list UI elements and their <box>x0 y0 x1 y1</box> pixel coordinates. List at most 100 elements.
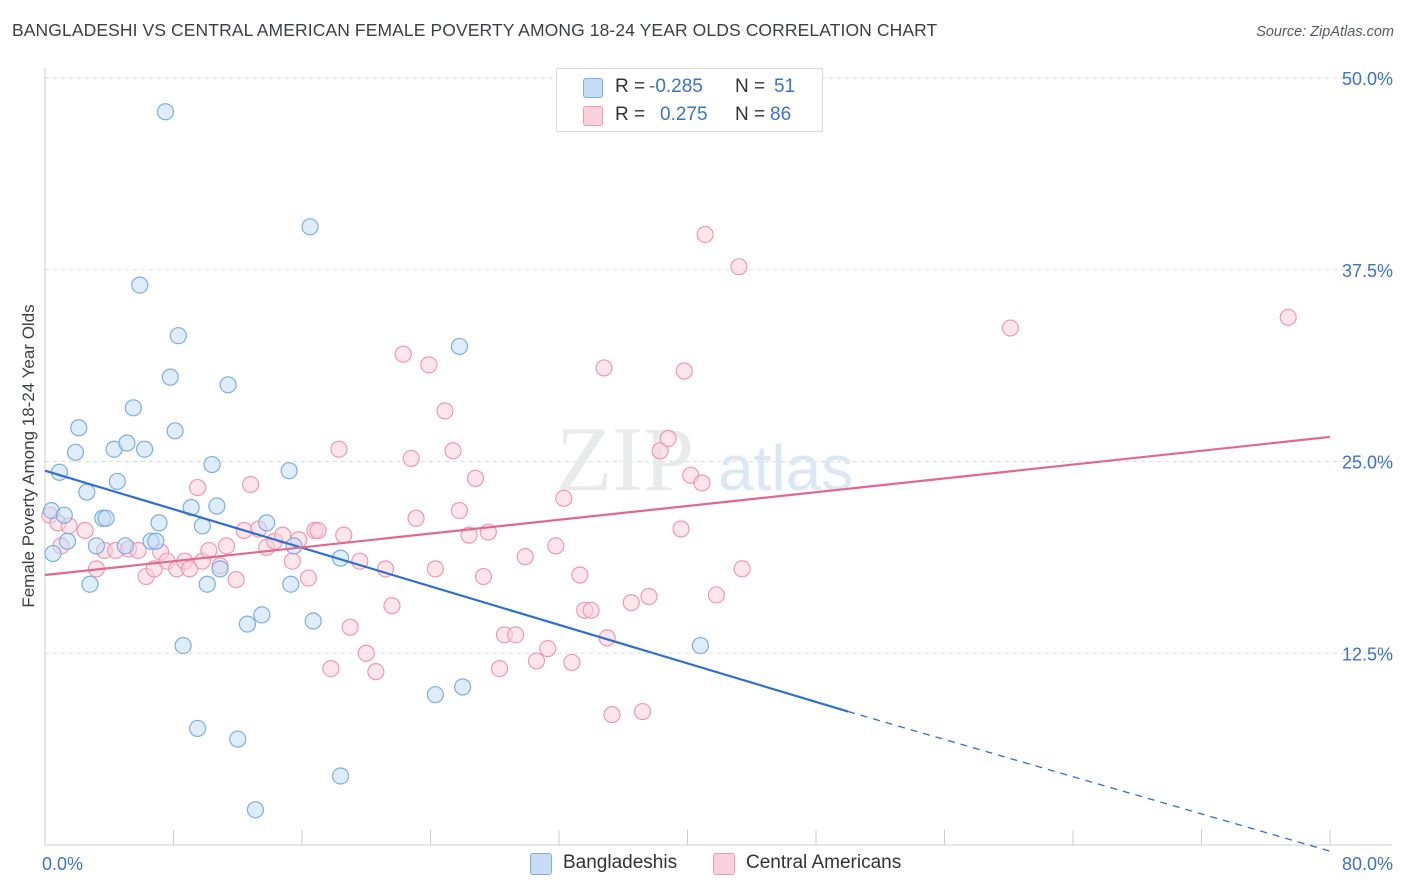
bangladeshis-point <box>229 730 247 748</box>
bangladeshis-point <box>304 612 322 630</box>
stats-legend: R = -0.285 N = 51 R = 0.275 N = 86 <box>556 68 823 132</box>
central-americans-point <box>227 571 245 589</box>
r-value: -0.285 <box>649 76 703 97</box>
n-label: N = <box>735 104 766 125</box>
central-americans-point <box>242 475 260 494</box>
bangladeshis-point <box>70 419 88 437</box>
bangladeshis-point <box>78 483 96 501</box>
bangladeshis-point <box>108 472 126 491</box>
central-americans-point <box>394 345 412 363</box>
n-value: 86 <box>770 104 792 125</box>
central-americans-point <box>450 501 469 520</box>
bangladeshis-point <box>55 506 73 524</box>
bangladeshis-swatch <box>530 853 552 875</box>
central-americans-point <box>145 560 163 578</box>
central-americans-point <box>330 440 348 458</box>
bangladeshis-point <box>282 575 300 593</box>
central-americans-point <box>335 526 353 544</box>
bangladeshis-point <box>426 686 444 704</box>
y-tick-label: 25.0% <box>1342 453 1393 473</box>
central-americans-point <box>466 469 485 487</box>
central-americans-point <box>633 702 652 721</box>
bangladeshis-point <box>150 514 168 532</box>
bangladeshis-point <box>174 636 192 655</box>
bangladeshis-point <box>58 532 77 550</box>
tick-labels: 12.5% 25.0% 37.5% 50.0% 0.0% 80.0% <box>42 69 1393 874</box>
bangladeshis-point <box>198 575 216 593</box>
bangladeshis-point <box>188 719 207 738</box>
central-americans-point <box>367 663 385 681</box>
legend-label: Bangladeshis <box>563 852 678 873</box>
central-americans-point <box>341 618 359 636</box>
central-americans-trendline <box>44 435 1331 577</box>
bangladeshis-point <box>219 376 237 394</box>
central-americans-point <box>707 586 726 604</box>
bangladeshis-point <box>147 532 165 550</box>
y-axis-label: Female Poverty Among 18-24 Year Olds <box>19 304 38 607</box>
r-value: 0.275 <box>660 104 708 125</box>
bangladeshis-point <box>116 537 134 555</box>
bangladeshis-point <box>331 549 350 567</box>
central-americans-point <box>309 521 327 540</box>
y-tick-label: 37.5% <box>1342 261 1393 281</box>
central-americans-point <box>563 653 581 672</box>
central-americans-point <box>571 566 589 584</box>
watermark-zip: ZIP <box>556 408 694 510</box>
central-americans-point <box>436 402 454 420</box>
bangladeshis-point <box>331 767 350 785</box>
watermark-atlas: atlas <box>718 432 853 504</box>
bangladeshis-point <box>203 455 221 474</box>
bangladeshis-point <box>166 422 184 440</box>
y-tick-label: 12.5% <box>1342 644 1393 664</box>
n-label: N = <box>735 76 766 97</box>
watermark: ZIP atlas <box>556 408 853 510</box>
central-americans-point <box>76 521 94 540</box>
central-americans-point <box>383 597 401 615</box>
r-label: R = <box>615 76 646 97</box>
legend-label: Central Americans <box>746 852 902 873</box>
central-americans-swatch <box>583 106 603 126</box>
central-americans-point <box>675 362 693 380</box>
r-label: R = <box>615 104 646 125</box>
bangladeshis-point <box>301 218 319 236</box>
central-americans-point <box>651 442 669 460</box>
n-value: 51 <box>774 76 796 97</box>
central-americans-point <box>474 567 493 586</box>
central-americans-point <box>696 225 714 244</box>
central-americans-point <box>539 640 557 658</box>
central-americans-point <box>555 489 573 507</box>
central-americans-point <box>490 659 509 678</box>
bangladeshis-point <box>238 615 256 633</box>
central-americans-point <box>603 706 621 724</box>
central-americans-point <box>444 442 462 460</box>
bangladeshis-point <box>253 606 271 624</box>
central-americans-swatch <box>713 853 735 875</box>
central-americans-point <box>402 449 420 468</box>
central-americans-point <box>217 537 236 555</box>
central-americans-point <box>640 587 658 606</box>
bangladeshis-point <box>118 434 136 452</box>
x-tick-label: 80.0% <box>1342 854 1393 874</box>
trendlines <box>44 435 1331 852</box>
central-americans-point <box>299 569 318 587</box>
central-americans-point <box>733 560 751 578</box>
central-americans-point <box>672 520 690 538</box>
central-americans-point <box>188 478 207 497</box>
central-americans-point <box>460 526 478 544</box>
central-americans-points <box>41 225 1297 724</box>
bangladeshis-point <box>156 103 175 121</box>
central-americans-point <box>1279 308 1297 326</box>
bangladeshis-point <box>124 399 142 417</box>
bangladeshis-point <box>450 337 469 356</box>
bangladeshis-swatch <box>583 78 603 98</box>
y-tick-label: 50.0% <box>1342 69 1393 89</box>
stats-legend-row-bangladeshis: R = -0.285 N = 51 <box>557 73 822 101</box>
bangladeshis-point <box>97 509 115 527</box>
central-americans-point <box>1001 319 1019 337</box>
bangladeshis-point <box>454 678 472 696</box>
central-americans-point <box>693 474 711 492</box>
central-americans-point <box>622 594 640 612</box>
central-americans-point <box>730 258 748 276</box>
central-americans-point <box>527 652 546 670</box>
